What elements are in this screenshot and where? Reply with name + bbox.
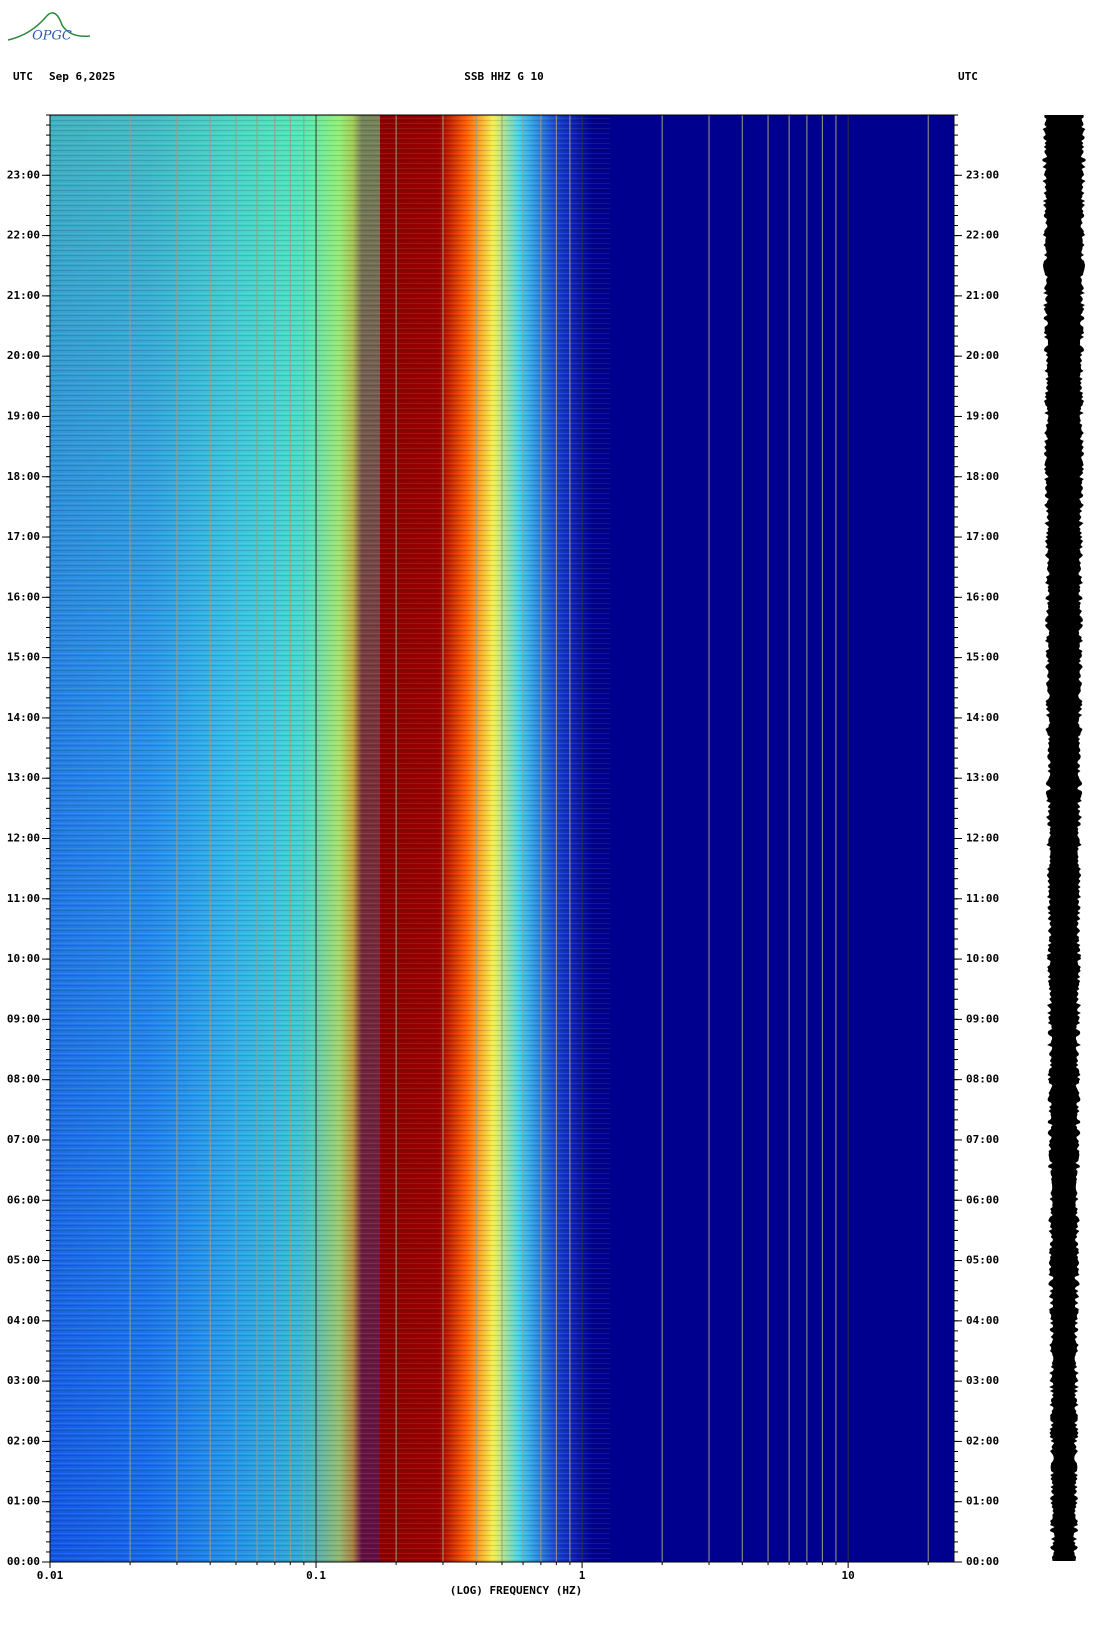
y-tick-label: 14:00	[966, 711, 999, 724]
y-tick-label: 01:00	[7, 1495, 40, 1508]
date: Sep 6,2025	[49, 70, 115, 83]
x-tick-label: 0.01	[37, 1569, 64, 1582]
y-tick-label: 14:00	[7, 711, 40, 724]
y-tick-label: 23:00	[966, 168, 999, 181]
y-tick-label: 02:00	[7, 1434, 40, 1447]
y-tick-label: 17:00	[7, 530, 40, 543]
y-tick-label: 07:00	[7, 1133, 40, 1146]
y-tick-label: 13:00	[966, 771, 999, 784]
y-tick-label: 10:00	[966, 952, 999, 965]
x-tick-label: 10	[842, 1569, 855, 1582]
x-tick-label: 0.1	[306, 1569, 326, 1582]
y-tick-label: 03:00	[7, 1374, 40, 1387]
y-tick-label: 09:00	[7, 1012, 40, 1025]
waveform	[1042, 115, 1086, 1561]
y-tick-label: 22:00	[7, 229, 40, 242]
y-tick-label: 21:00	[966, 289, 999, 302]
y-tick-label: 16:00	[7, 590, 40, 603]
logo: OPGC	[32, 29, 72, 44]
y-tick-label: 02:00	[966, 1434, 999, 1447]
chart-title: SSB HHZ G 10	[464, 70, 543, 83]
y-tick-label: 12:00	[966, 832, 999, 845]
y-tick-label: 11:00	[7, 892, 40, 905]
waveform-trace	[1042, 115, 1086, 1561]
x-axis-label: (LOG) FREQUENCY (HZ)	[450, 1584, 582, 1597]
timezone-left: UTC	[13, 70, 33, 83]
y-tick-label: 00:00	[966, 1555, 999, 1568]
y-tick-label: 08:00	[966, 1073, 999, 1086]
x-tick-label: 1	[579, 1569, 586, 1582]
y-tick-label: 15:00	[966, 651, 999, 664]
y-tick-label: 23:00	[7, 168, 40, 181]
y-tick-label: 06:00	[966, 1193, 999, 1206]
logo-curve	[7, 12, 91, 41]
y-tick-label: 04:00	[7, 1314, 40, 1327]
y-tick-label: 04:00	[966, 1314, 999, 1327]
y-tick-label: 18:00	[966, 470, 999, 483]
y-tick-label: 01:00	[966, 1495, 999, 1508]
y-tick-label: 11:00	[966, 892, 999, 905]
plot-frame	[49, 114, 955, 1563]
y-tick-label: 21:00	[7, 289, 40, 302]
spectrogram-texture	[50, 115, 610, 1562]
y-tick-label: 13:00	[7, 771, 40, 784]
y-tick-label: 17:00	[966, 530, 999, 543]
y-tick-label: 07:00	[966, 1133, 999, 1146]
y-tick-label: 19:00	[966, 409, 999, 422]
y-tick-label: 00:00	[7, 1555, 40, 1568]
y-tick-label: 20:00	[7, 349, 40, 362]
timezone-right: UTC	[958, 70, 978, 83]
y-tick-label: 06:00	[7, 1193, 40, 1206]
y-tick-label: 08:00	[7, 1073, 40, 1086]
y-tick-label: 16:00	[966, 590, 999, 603]
y-tick-label: 22:00	[966, 229, 999, 242]
y-tick-label: 15:00	[7, 651, 40, 664]
y-tick-label: 12:00	[7, 832, 40, 845]
y-tick-label: 09:00	[966, 1012, 999, 1025]
y-tick-label: 19:00	[7, 409, 40, 422]
y-tick-label: 03:00	[966, 1374, 999, 1387]
y-tick-label: 05:00	[7, 1254, 40, 1267]
y-tick-label: 10:00	[7, 952, 40, 965]
y-tick-label: 20:00	[966, 349, 999, 362]
y-tick-label: 05:00	[966, 1254, 999, 1267]
y-tick-label: 18:00	[7, 470, 40, 483]
